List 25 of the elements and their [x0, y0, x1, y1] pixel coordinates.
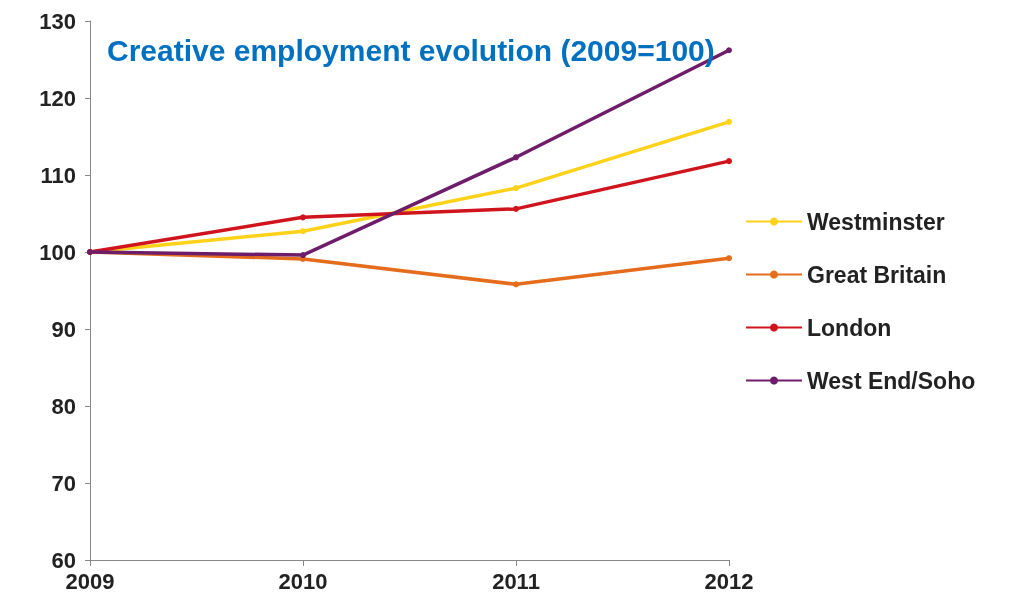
legend-label: London: [807, 314, 892, 341]
y-tick-label: 70: [51, 470, 76, 496]
point: [726, 47, 732, 54]
x-tick-label: 2010: [278, 568, 328, 594]
point: [513, 154, 519, 161]
point: [513, 205, 519, 212]
legend-label: Great Britain: [807, 261, 947, 288]
y-tick-label: 90: [51, 316, 76, 342]
y-tick-label: 110: [40, 162, 76, 188]
point: [726, 118, 732, 125]
point: [726, 158, 732, 165]
point: [513, 281, 519, 288]
point: [726, 255, 732, 262]
x-tick-label: 2012: [704, 568, 754, 594]
y-tick-label: 80: [51, 393, 76, 419]
chart-title: Creative employment evolution (2009=100): [107, 33, 715, 67]
point: [300, 228, 306, 235]
point: [513, 185, 519, 192]
y-tick-label: 130: [39, 8, 76, 34]
y-tick-label: 120: [39, 85, 76, 111]
x-tick-label: 2011: [492, 568, 540, 594]
legend-label: West End/Soho: [807, 367, 976, 394]
legend-label: Westminster: [807, 208, 945, 235]
point: [300, 214, 306, 221]
y-tick-label: 100: [39, 239, 76, 265]
